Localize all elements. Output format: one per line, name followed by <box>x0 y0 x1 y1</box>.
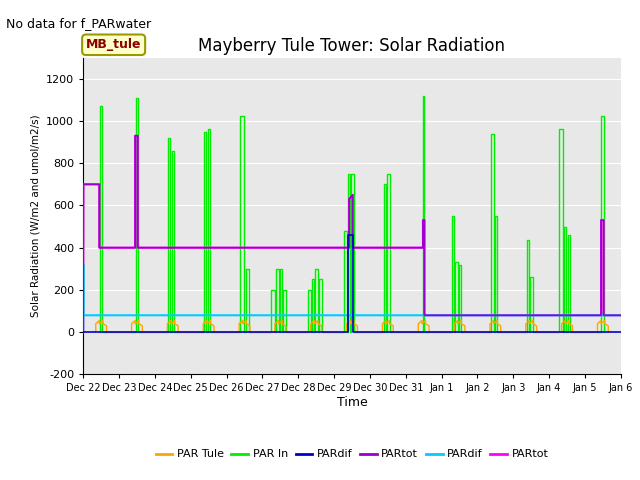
Text: No data for f_PARwater: No data for f_PARwater <box>6 17 152 30</box>
Text: MB_tule: MB_tule <box>86 38 141 51</box>
X-axis label: Time: Time <box>337 396 367 409</box>
Legend: PAR Tule, PAR In, PARdif, PARtot, PARdif, PARtot: PAR Tule, PAR In, PARdif, PARtot, PARdif… <box>151 445 553 464</box>
Y-axis label: Solar Radiation (W/m2 and umol/m2/s): Solar Radiation (W/m2 and umol/m2/s) <box>31 115 40 317</box>
Title: Mayberry Tule Tower: Solar Radiation: Mayberry Tule Tower: Solar Radiation <box>198 36 506 55</box>
